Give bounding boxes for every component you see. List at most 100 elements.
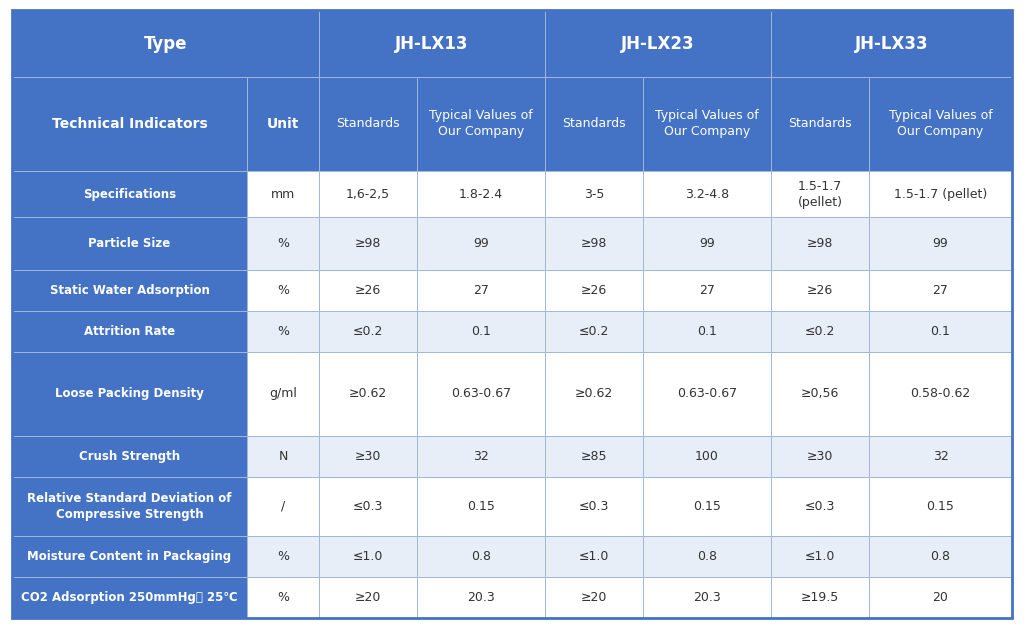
Text: Typical Values of
Our Company: Typical Values of Our Company xyxy=(429,109,532,138)
Bar xyxy=(545,217,643,269)
Bar xyxy=(12,311,247,352)
Bar xyxy=(319,311,417,352)
Text: 99: 99 xyxy=(933,237,948,250)
Text: ≥0,56: ≥0,56 xyxy=(801,387,840,400)
Bar xyxy=(247,477,319,536)
Bar xyxy=(643,77,771,171)
Bar xyxy=(643,536,771,577)
Text: ≥26: ≥26 xyxy=(807,284,834,296)
Text: 27: 27 xyxy=(473,284,488,296)
Bar xyxy=(12,577,247,618)
Bar xyxy=(869,217,1012,269)
Text: 0.1: 0.1 xyxy=(931,325,950,337)
Text: ≤1.0: ≤1.0 xyxy=(353,550,383,563)
Bar xyxy=(869,436,1012,477)
Text: ≥30: ≥30 xyxy=(354,450,381,463)
Bar xyxy=(771,436,869,477)
Text: ≥20: ≥20 xyxy=(581,591,607,604)
Text: 27: 27 xyxy=(933,284,948,296)
Text: ≥98: ≥98 xyxy=(807,237,834,250)
Bar xyxy=(545,10,771,77)
Bar xyxy=(319,217,417,269)
Bar xyxy=(869,536,1012,577)
Text: 0.15: 0.15 xyxy=(693,500,721,513)
Text: /: / xyxy=(281,500,285,513)
Text: 32: 32 xyxy=(473,450,488,463)
Text: 20.3: 20.3 xyxy=(467,591,495,604)
Text: Moisture Content in Packaging: Moisture Content in Packaging xyxy=(28,550,231,563)
Bar xyxy=(771,311,869,352)
Text: ≤0.2: ≤0.2 xyxy=(805,325,836,337)
Bar xyxy=(319,352,417,436)
Text: 20: 20 xyxy=(933,591,948,604)
Bar xyxy=(12,352,247,436)
Bar xyxy=(771,77,869,171)
Bar xyxy=(417,269,545,311)
Bar xyxy=(771,477,869,536)
Text: 99: 99 xyxy=(699,237,715,250)
Bar xyxy=(643,217,771,269)
Bar xyxy=(417,577,545,618)
Text: 1.5-1.7
(pellet): 1.5-1.7 (pellet) xyxy=(798,180,843,208)
Text: ≥0.62: ≥0.62 xyxy=(574,387,613,400)
Text: Typical Values of
Our Company: Typical Values of Our Company xyxy=(655,109,759,138)
Text: 0.63-0.67: 0.63-0.67 xyxy=(677,387,737,400)
Bar xyxy=(247,577,319,618)
Bar xyxy=(12,269,247,311)
Bar xyxy=(12,77,247,171)
Text: N: N xyxy=(279,450,288,463)
Bar xyxy=(869,577,1012,618)
Text: 3-5: 3-5 xyxy=(584,188,604,200)
Text: mm: mm xyxy=(271,188,295,200)
Text: Typical Values of
Our Company: Typical Values of Our Company xyxy=(889,109,992,138)
Bar xyxy=(545,77,643,171)
Text: 3.2-4.8: 3.2-4.8 xyxy=(685,188,729,200)
Bar xyxy=(643,577,771,618)
Bar xyxy=(869,77,1012,171)
Text: ≤0.3: ≤0.3 xyxy=(805,500,836,513)
Bar xyxy=(417,77,545,171)
Bar xyxy=(247,217,319,269)
Text: ≥85: ≥85 xyxy=(581,450,607,463)
Bar xyxy=(771,171,869,217)
Bar xyxy=(545,269,643,311)
Text: %: % xyxy=(278,325,289,337)
Text: Standards: Standards xyxy=(788,117,852,131)
Text: Loose Packing Density: Loose Packing Density xyxy=(55,387,204,400)
Bar xyxy=(545,352,643,436)
Text: 32: 32 xyxy=(933,450,948,463)
Bar xyxy=(869,269,1012,311)
Text: ≥30: ≥30 xyxy=(807,450,834,463)
Bar xyxy=(869,477,1012,536)
Text: ≥98: ≥98 xyxy=(581,237,607,250)
Text: ≤1.0: ≤1.0 xyxy=(805,550,836,563)
Bar xyxy=(417,217,545,269)
Bar xyxy=(417,536,545,577)
Bar xyxy=(12,217,247,269)
Bar xyxy=(545,536,643,577)
Bar xyxy=(869,171,1012,217)
Text: Crush Strength: Crush Strength xyxy=(79,450,180,463)
Bar xyxy=(643,477,771,536)
Bar xyxy=(247,311,319,352)
Text: 0.63-0.67: 0.63-0.67 xyxy=(451,387,511,400)
Bar xyxy=(643,352,771,436)
Bar xyxy=(545,171,643,217)
Text: %: % xyxy=(278,550,289,563)
Text: g/ml: g/ml xyxy=(269,387,297,400)
Text: %: % xyxy=(278,237,289,250)
Bar xyxy=(319,171,417,217)
Text: Attrition Rate: Attrition Rate xyxy=(84,325,175,337)
Text: ≤0.2: ≤0.2 xyxy=(353,325,383,337)
Text: 0.1: 0.1 xyxy=(697,325,717,337)
Text: 0.1: 0.1 xyxy=(471,325,490,337)
Bar xyxy=(247,269,319,311)
Text: ≥26: ≥26 xyxy=(581,284,607,296)
Bar xyxy=(319,536,417,577)
Text: Relative Standard Deviation of
Compressive Strength: Relative Standard Deviation of Compressi… xyxy=(28,492,231,521)
Bar xyxy=(417,477,545,536)
Text: 1,6-2,5: 1,6-2,5 xyxy=(346,188,390,200)
Text: Particle Size: Particle Size xyxy=(88,237,171,250)
Bar xyxy=(319,77,417,171)
Text: CO2 Adsorption 250mmHg， 25℃: CO2 Adsorption 250mmHg， 25℃ xyxy=(22,591,238,604)
